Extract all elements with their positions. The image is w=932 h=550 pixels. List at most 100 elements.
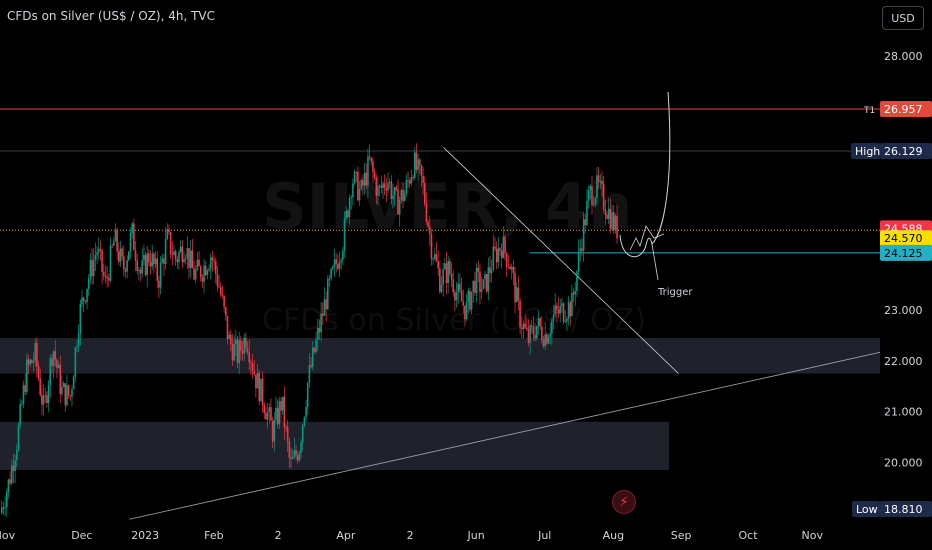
candle-body: [532, 326, 535, 335]
x-tick-label: 2023: [131, 529, 159, 542]
candle-body: [198, 259, 200, 267]
candle-body: [552, 314, 555, 321]
x-tick-label: 2: [275, 529, 282, 542]
candle-body: [102, 272, 105, 276]
low-badge-text: 18.810: [884, 503, 923, 516]
candle-body: [72, 376, 75, 390]
x-tick-label: Nov: [0, 529, 16, 542]
candle-body: [368, 156, 371, 158]
candle-body: [572, 292, 575, 295]
candle-body: [358, 188, 361, 201]
candle-body: [131, 223, 133, 234]
candle-body: [149, 262, 152, 267]
candle-body: [388, 181, 391, 183]
candle-body: [442, 269, 444, 285]
candle-body: [44, 395, 47, 397]
candle-body: [470, 291, 473, 310]
candle-body: [196, 259, 199, 270]
candle-body: [502, 236, 505, 258]
candle-body: [118, 251, 120, 262]
candle-body: [250, 362, 252, 364]
candle-body: [39, 378, 42, 395]
candle-body: [465, 301, 468, 320]
candle-body: [413, 152, 416, 178]
candle-body: [520, 327, 523, 330]
candle-body: [41, 394, 43, 405]
price-axis: [880, 0, 932, 550]
candle-body: [405, 180, 408, 194]
watermark-symbol: SILVER, 4h: [262, 170, 632, 243]
candle-body: [561, 303, 563, 307]
candle-body: [347, 210, 349, 218]
candle-body: [225, 307, 227, 317]
candle-body: [285, 427, 287, 428]
candle-body: [554, 305, 556, 315]
lightning-icon[interactable]: ⚡: [612, 490, 636, 514]
candle-body: [246, 348, 249, 353]
candle-body: [318, 327, 321, 333]
candle-body: [77, 333, 80, 347]
y-tick-label: 20.000: [884, 456, 923, 469]
candle-body: [112, 241, 115, 246]
candle-body: [99, 248, 102, 250]
candle-body: [19, 404, 21, 426]
candle-body: [338, 261, 341, 269]
candle-body: [557, 309, 560, 314]
candle-body: [34, 343, 36, 362]
currency-button[interactable]: USD: [882, 6, 924, 30]
candle-body: [524, 323, 526, 328]
candle-body: [609, 208, 612, 230]
candle-body: [76, 346, 78, 348]
candle-body: [201, 277, 204, 282]
candle-body: [275, 407, 277, 420]
candle-body: [226, 316, 229, 339]
candle-body: [519, 300, 521, 328]
candle-body: [587, 190, 590, 201]
candle-body: [306, 382, 309, 407]
candle-body: [64, 383, 67, 406]
candle-body: [219, 287, 222, 295]
candle-body: [143, 254, 145, 261]
candle-body: [584, 219, 587, 226]
candle-body: [191, 250, 194, 269]
candle-body: [263, 405, 266, 413]
candle-body: [607, 208, 610, 219]
candle-body: [81, 297, 83, 304]
candle-body: [500, 250, 503, 258]
candle-body: [256, 372, 259, 389]
candle-body: [328, 278, 331, 280]
t1-label: T1: [863, 106, 875, 116]
candle-body: [514, 272, 516, 303]
candle-body: [91, 259, 93, 277]
candle-body: [408, 180, 411, 184]
candle-body: [447, 261, 449, 284]
candle-body: [428, 226, 431, 234]
candle-body: [353, 171, 356, 184]
candle-body: [569, 302, 572, 317]
candle-body: [459, 283, 461, 291]
candle-body: [597, 175, 600, 182]
x-tick-label: Nov: [802, 529, 824, 542]
candle-body: [542, 339, 545, 347]
candle-body: [273, 419, 276, 442]
candle-body: [189, 250, 192, 268]
candle-body: [159, 262, 162, 288]
candle-body: [67, 385, 70, 396]
candle-body: [512, 266, 515, 273]
candle-body: [164, 239, 167, 264]
candle-body: [248, 352, 251, 363]
low-label: Low: [856, 503, 878, 516]
candle-body: [323, 299, 326, 316]
candle-body: [594, 197, 597, 204]
candle-body: [52, 351, 55, 366]
candle-body: [134, 250, 137, 261]
candle-body: [541, 326, 543, 340]
candle-body: [179, 246, 182, 253]
low-label-bg: [852, 501, 880, 517]
candle-body: [464, 305, 466, 320]
candle-body: [121, 248, 123, 257]
candle-body: [372, 161, 374, 173]
candle-body: [378, 185, 381, 187]
candle-body: [84, 300, 87, 302]
